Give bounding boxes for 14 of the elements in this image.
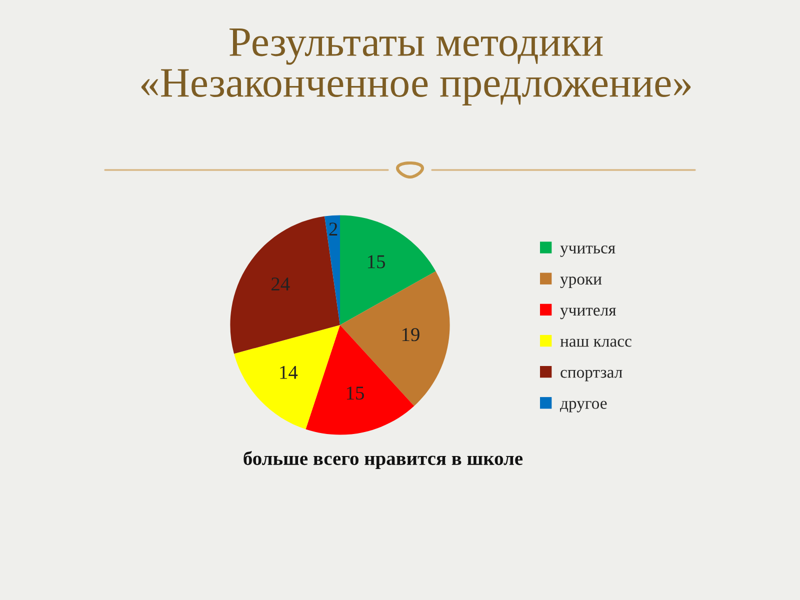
legend-label: наш класс (560, 338, 632, 347)
text: больше всего нравится в школе (244, 450, 523, 470)
data-label: 19 (402, 328, 420, 342)
legend-label: учителя (560, 308, 616, 320)
data-label: 2 (329, 222, 338, 236)
legend-label: спортзал (560, 370, 622, 382)
data-label: 14 (280, 366, 298, 379)
legend-label: уроки (560, 276, 602, 288)
data-label: 15 (346, 386, 364, 400)
legend-label: другое (560, 400, 607, 412)
data-label: 24 (272, 278, 290, 290)
data-label: 15 (368, 255, 386, 268)
legend-label: учиться (560, 245, 616, 257)
chart-title: Результаты методики «Незаконченное предложение» (141, 28, 691, 106)
